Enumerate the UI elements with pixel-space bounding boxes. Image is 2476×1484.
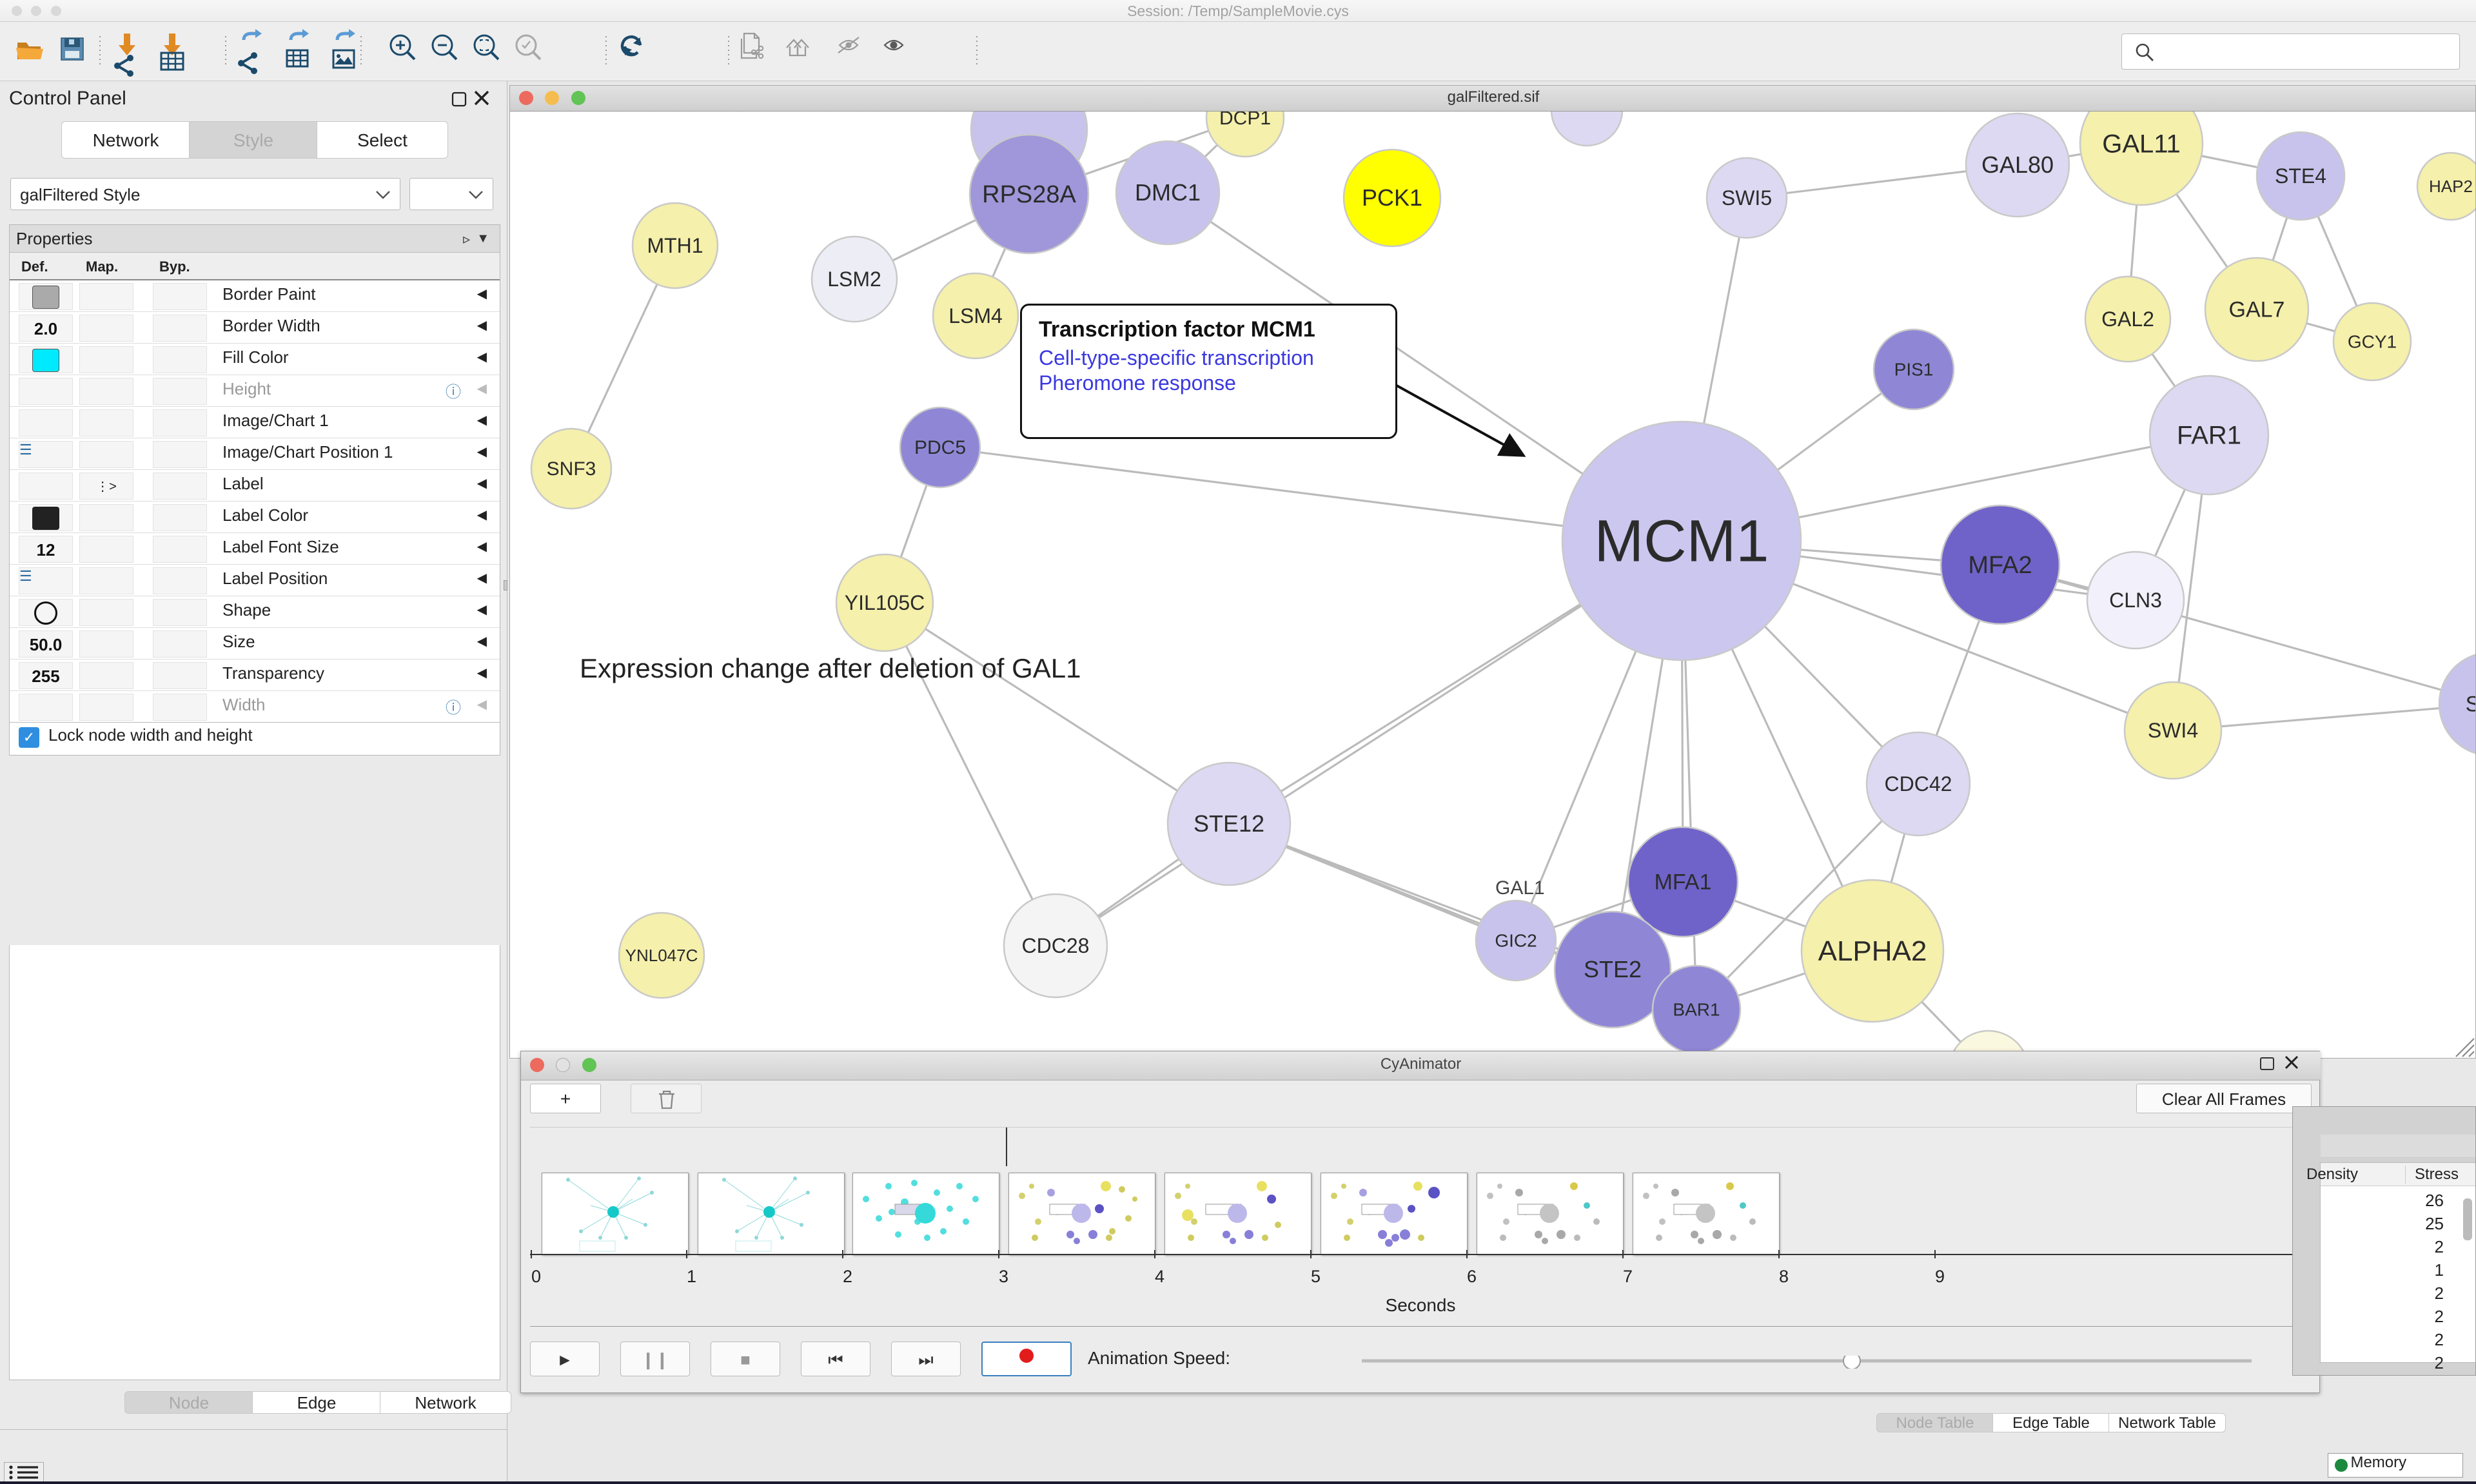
svg-text:DCP1: DCP1 bbox=[1219, 112, 1271, 129]
svg-text:MFA2: MFA2 bbox=[1968, 552, 2032, 579]
svg-text:FAR1: FAR1 bbox=[2177, 422, 2241, 450]
svg-text:CLN3: CLN3 bbox=[2109, 589, 2162, 612]
svg-text:5: 5 bbox=[1311, 1267, 1321, 1286]
svg-text:DMC1: DMC1 bbox=[1135, 179, 1201, 206]
svg-text:4: 4 bbox=[1155, 1267, 1164, 1286]
svg-text:SNF3: SNF3 bbox=[547, 458, 596, 480]
svg-text:6: 6 bbox=[1467, 1267, 1477, 1286]
svg-text:YNL047C: YNL047C bbox=[625, 946, 698, 965]
svg-text:HAP2: HAP2 bbox=[2429, 177, 2473, 196]
svg-text:MCM1: MCM1 bbox=[1595, 508, 1769, 574]
svg-text:STE12: STE12 bbox=[1194, 810, 1264, 837]
svg-text:STE4: STE4 bbox=[2275, 164, 2326, 188]
svg-text:ALPHA2: ALPHA2 bbox=[1818, 935, 1927, 967]
svg-text:GAL7: GAL7 bbox=[2229, 298, 2285, 322]
svg-text:CDC28: CDC28 bbox=[1022, 934, 1090, 957]
svg-text:8: 8 bbox=[1779, 1267, 1789, 1286]
svg-text:MFA1: MFA1 bbox=[1655, 870, 1712, 895]
svg-text:GAL2: GAL2 bbox=[2101, 308, 2154, 331]
svg-text:2: 2 bbox=[843, 1267, 852, 1286]
svg-text:SWI5: SWI5 bbox=[1722, 186, 1772, 210]
svg-text:PCK1: PCK1 bbox=[1362, 184, 1422, 211]
svg-text:1: 1 bbox=[687, 1267, 696, 1286]
svg-text:PDC5: PDC5 bbox=[914, 437, 966, 458]
svg-text:LSM2: LSM2 bbox=[827, 268, 881, 291]
svg-text:STE2: STE2 bbox=[1584, 956, 1642, 982]
svg-text:SLT2: SLT2 bbox=[2466, 692, 2476, 717]
svg-text:BAR1: BAR1 bbox=[1673, 1000, 1720, 1020]
svg-text:GAL11: GAL11 bbox=[2102, 130, 2181, 159]
svg-text:9: 9 bbox=[1935, 1267, 1945, 1286]
svg-text:7: 7 bbox=[1623, 1267, 1633, 1286]
svg-text:0: 0 bbox=[531, 1267, 541, 1286]
svg-text:LSM4: LSM4 bbox=[948, 304, 1003, 327]
svg-text:RPS28A: RPS28A bbox=[982, 181, 1076, 208]
svg-text:SWI4: SWI4 bbox=[2148, 719, 2198, 742]
svg-text:MTH1: MTH1 bbox=[647, 234, 703, 257]
svg-text:GAL80: GAL80 bbox=[1981, 151, 2054, 178]
svg-text:PIS1: PIS1 bbox=[1894, 360, 1934, 380]
svg-text:YIL105C: YIL105C bbox=[845, 591, 925, 614]
svg-text:3: 3 bbox=[999, 1267, 1008, 1286]
svg-text:GIC2: GIC2 bbox=[1495, 931, 1537, 951]
svg-text:GCY1: GCY1 bbox=[2348, 332, 2397, 352]
svg-text:Seconds: Seconds bbox=[1386, 1295, 1456, 1315]
svg-text:CDC42: CDC42 bbox=[1885, 772, 1952, 796]
